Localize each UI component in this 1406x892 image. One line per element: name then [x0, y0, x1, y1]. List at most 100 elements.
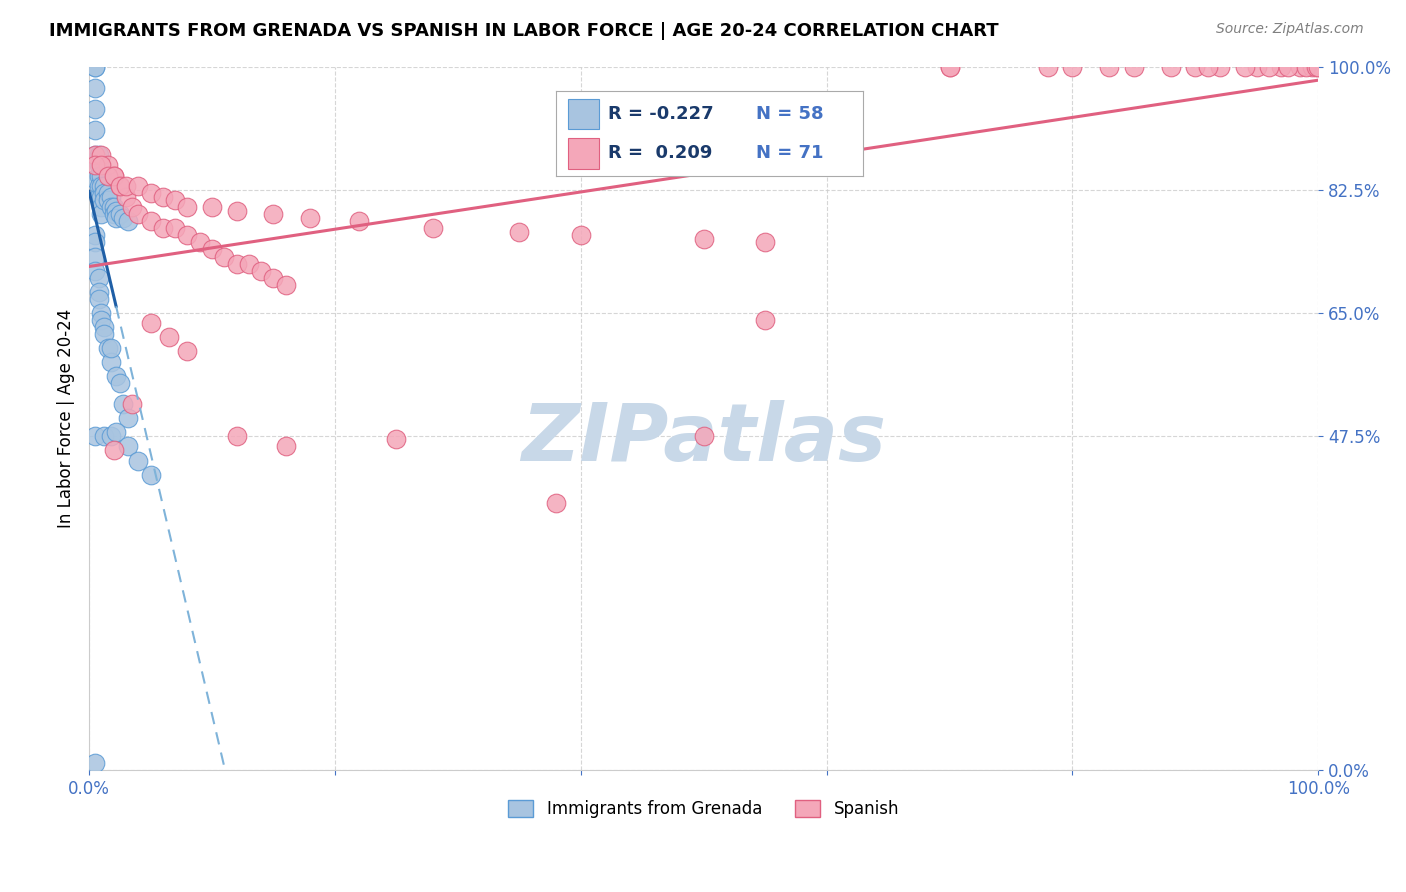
Point — [84, 263, 107, 277]
Point — [754, 313, 776, 327]
Point — [1301, 60, 1323, 74]
Point — [103, 207, 125, 221]
Point — [93, 193, 115, 207]
Point — [87, 169, 110, 183]
Point — [201, 200, 224, 214]
Point — [1258, 60, 1281, 74]
Point — [139, 186, 162, 201]
Point — [1308, 60, 1330, 74]
Point — [87, 179, 110, 194]
Point — [96, 186, 118, 201]
Point — [90, 179, 112, 194]
Point — [108, 376, 131, 391]
Point — [105, 203, 128, 218]
Point — [103, 169, 125, 183]
Point — [90, 200, 112, 214]
Point — [96, 169, 118, 183]
Point — [139, 467, 162, 482]
Point — [84, 147, 107, 161]
Point — [152, 190, 174, 204]
Point — [157, 330, 180, 344]
Point — [508, 225, 530, 239]
Point — [546, 496, 568, 510]
Point — [84, 235, 107, 250]
Point — [93, 319, 115, 334]
Point — [176, 228, 198, 243]
Point — [87, 158, 110, 172]
Point — [274, 439, 297, 453]
Point — [90, 207, 112, 221]
Point — [692, 429, 714, 443]
Point — [84, 158, 107, 172]
Point — [1295, 60, 1317, 74]
Point — [100, 341, 122, 355]
Point — [1288, 60, 1310, 74]
Point — [90, 169, 112, 183]
Point — [84, 60, 107, 74]
Point — [139, 214, 162, 228]
Point — [121, 200, 143, 214]
Point — [127, 179, 149, 194]
Point — [84, 172, 107, 186]
Point — [1197, 60, 1219, 74]
Point — [754, 235, 776, 250]
Point — [1246, 60, 1268, 74]
Point — [84, 228, 107, 243]
Point — [274, 277, 297, 292]
Point — [262, 207, 284, 221]
Point — [90, 190, 112, 204]
Point — [96, 341, 118, 355]
Point — [103, 200, 125, 214]
Point — [238, 256, 260, 270]
Point — [165, 193, 187, 207]
Point — [938, 60, 960, 74]
Point — [1209, 60, 1232, 74]
Point — [84, 429, 107, 443]
Point — [422, 221, 444, 235]
Point — [1098, 60, 1121, 74]
Point — [250, 263, 273, 277]
Point — [152, 221, 174, 235]
Point — [84, 80, 107, 95]
Point — [176, 344, 198, 359]
Point — [93, 429, 115, 443]
Point — [87, 147, 110, 161]
Point — [165, 221, 187, 235]
Text: Source: ZipAtlas.com: Source: ZipAtlas.com — [1216, 22, 1364, 37]
Point — [84, 147, 107, 161]
Point — [84, 756, 107, 770]
Point — [115, 179, 138, 194]
Point — [117, 214, 139, 228]
Point — [105, 211, 128, 225]
Point — [108, 179, 131, 194]
Point — [84, 250, 107, 264]
Point — [93, 326, 115, 341]
Point — [115, 190, 138, 204]
Point — [87, 285, 110, 299]
Point — [100, 200, 122, 214]
Point — [385, 433, 408, 447]
Point — [100, 355, 122, 369]
Point — [1062, 60, 1084, 74]
Point — [1036, 60, 1059, 74]
Point — [117, 411, 139, 425]
Point — [117, 439, 139, 453]
Point — [299, 211, 322, 225]
Point — [692, 232, 714, 246]
Point — [225, 203, 247, 218]
Point — [100, 429, 122, 443]
Point — [100, 190, 122, 204]
Point — [1160, 60, 1182, 74]
Point — [1270, 60, 1292, 74]
Point — [938, 60, 960, 74]
Point — [103, 442, 125, 457]
Point — [225, 256, 247, 270]
Point — [127, 453, 149, 467]
Point — [93, 186, 115, 201]
Point — [1233, 60, 1256, 74]
Text: ZIPatlas: ZIPatlas — [522, 401, 886, 478]
Point — [188, 235, 211, 250]
Point — [87, 292, 110, 306]
Point — [108, 207, 131, 221]
Point — [349, 214, 371, 228]
